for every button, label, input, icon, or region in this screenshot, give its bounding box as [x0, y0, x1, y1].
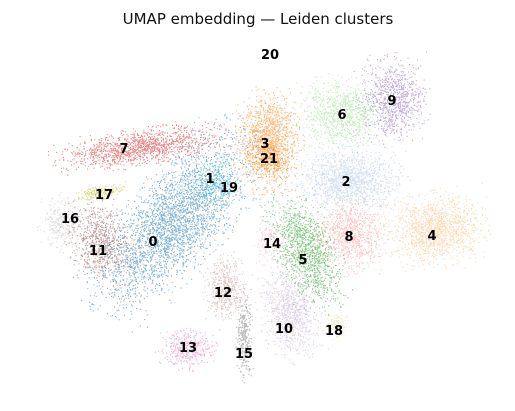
cluster-label-5: 5	[298, 253, 307, 268]
cluster-points-path-17	[76, 181, 126, 202]
cluster-points-path-0	[72, 113, 289, 333]
cluster-points-17	[76, 181, 126, 202]
cluster-points-path-14	[253, 216, 285, 264]
cluster-points-path-13	[154, 327, 221, 373]
cluster-points-path-20	[265, 53, 276, 60]
cluster-points-0	[72, 113, 289, 333]
cluster-points-16	[37, 192, 82, 254]
cluster-label-19: 19	[220, 181, 238, 196]
cluster-points-path-8	[312, 194, 390, 278]
cluster-points-10	[251, 258, 329, 366]
cluster-points-7	[47, 121, 234, 176]
chart-title: UMAP embedding — Leiden clusters	[123, 10, 394, 28]
cluster-points-path-9	[353, 51, 431, 149]
cluster-label-9: 9	[387, 94, 396, 109]
cluster-label-4: 4	[427, 229, 436, 244]
cluster-points-path-16	[37, 192, 82, 254]
cluster-label-11: 11	[89, 244, 107, 259]
cluster-points-20	[265, 53, 276, 60]
cluster-points-path-11	[57, 191, 140, 295]
cluster-label-6: 6	[337, 108, 346, 123]
cluster-points-4	[377, 182, 491, 272]
cluster-points-13	[154, 327, 221, 373]
cluster-label-21: 21	[260, 152, 278, 167]
cluster-label-20: 20	[261, 48, 279, 63]
cluster-label-12: 12	[214, 286, 232, 301]
cluster-points-6	[294, 73, 393, 157]
cluster-points-14	[253, 216, 285, 264]
cluster-label-17: 17	[95, 188, 113, 203]
cluster-label-7: 7	[119, 142, 128, 157]
cluster-points-12	[201, 251, 247, 321]
cluster-points-9	[353, 51, 431, 149]
cluster-points-path-19	[188, 157, 243, 208]
cluster-points-path-7	[47, 121, 234, 176]
cluster-label-16: 16	[61, 212, 79, 227]
cluster-points-11	[57, 191, 140, 295]
cluster-label-18: 18	[325, 324, 343, 339]
cluster-points-15	[235, 288, 254, 384]
cluster-points-path-6	[294, 73, 393, 157]
cluster-points-18	[325, 310, 349, 341]
cluster-label-3: 3	[260, 137, 269, 152]
cluster-points-21	[244, 137, 289, 181]
cluster-label-8: 8	[344, 230, 353, 245]
cluster-label-14: 14	[263, 237, 281, 252]
cluster-points-path-10	[251, 258, 329, 366]
point-cloud	[37, 51, 491, 384]
cluster-label-1: 1	[205, 172, 214, 187]
cluster-points-path-2	[286, 143, 412, 218]
cluster-label-2: 2	[341, 175, 350, 190]
cluster-points-path-15	[235, 288, 254, 384]
cluster-label-13: 13	[179, 341, 197, 356]
cluster-points-path-21	[244, 137, 289, 181]
cluster-points-path-18	[325, 310, 349, 341]
cluster-label-0: 0	[148, 235, 157, 250]
cluster-label-15: 15	[235, 347, 253, 362]
cluster-points-19	[188, 157, 243, 208]
cluster-points-path-4	[377, 182, 491, 272]
cluster-points-path-12	[201, 251, 247, 321]
cluster-points-8	[312, 194, 390, 278]
cluster-points-2	[286, 143, 412, 218]
cluster-label-10: 10	[275, 322, 293, 337]
